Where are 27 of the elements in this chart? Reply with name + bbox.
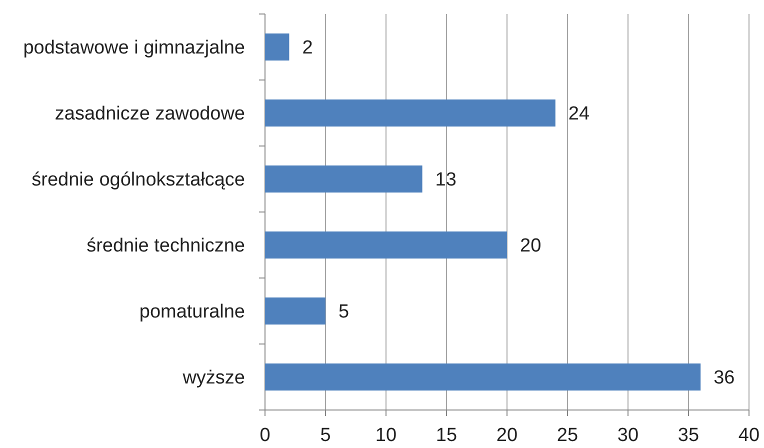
x-tick-label: 40 — [738, 425, 760, 446]
y-tick-label: średnie techniczne — [86, 236, 245, 257]
x-tick-label: 35 — [678, 425, 700, 446]
bar — [265, 99, 556, 127]
x-tick-label: 20 — [496, 425, 518, 446]
y-tick-label: zasadnicze zawodowe — [54, 104, 245, 125]
data-label: 13 — [435, 170, 456, 191]
bar — [265, 297, 326, 325]
data-label: 20 — [520, 236, 542, 257]
y-tick-label: średnie ogólnokształcące — [32, 170, 245, 191]
x-tick-label: 0 — [260, 425, 270, 446]
y-tick-label: wyższe — [182, 368, 245, 389]
x-tick-label: 30 — [617, 425, 639, 446]
bar — [265, 33, 290, 61]
y-tick-label: podstawowe i gimnazjalne — [23, 38, 245, 59]
x-tick-label: 25 — [556, 425, 578, 446]
bar — [265, 165, 422, 193]
data-label: 36 — [714, 368, 735, 389]
data-label: 24 — [568, 104, 590, 125]
bar — [265, 231, 507, 259]
x-tick-label: 5 — [320, 425, 331, 446]
data-label: 2 — [302, 38, 313, 59]
x-tick-label: 15 — [436, 425, 458, 446]
y-tick-label: pomaturalne — [139, 302, 245, 323]
data-label: 5 — [338, 302, 350, 323]
x-tick-label: 10 — [375, 425, 397, 446]
bar — [265, 363, 701, 391]
